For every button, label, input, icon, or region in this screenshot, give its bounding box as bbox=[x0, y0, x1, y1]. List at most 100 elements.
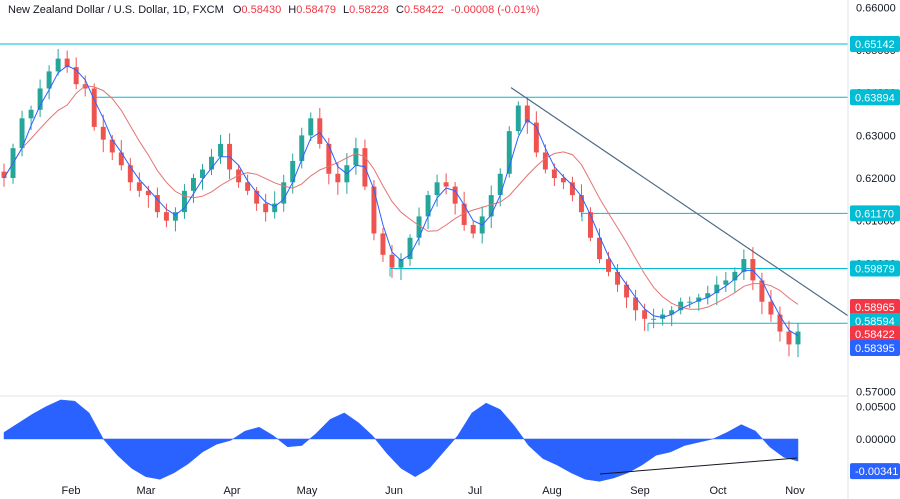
price-tag-slow-ma: 0.58965 bbox=[855, 302, 895, 314]
candle-body bbox=[606, 259, 612, 272]
low-label: L bbox=[343, 4, 349, 16]
candle-body bbox=[587, 212, 593, 238]
descending-trendline bbox=[510, 87, 849, 317]
candle-body bbox=[461, 203, 467, 225]
candle-body bbox=[741, 259, 747, 272]
level-price-tag-bg bbox=[850, 205, 900, 222]
candle-body bbox=[633, 297, 639, 311]
candle-body bbox=[759, 280, 765, 302]
candle-body bbox=[416, 216, 422, 238]
candle-body bbox=[37, 88, 43, 110]
close-value: 0.58422 bbox=[404, 4, 444, 16]
level-price-tag: 0.65142 bbox=[855, 39, 895, 51]
candle-body bbox=[705, 293, 711, 298]
candle-body bbox=[723, 280, 729, 285]
chart-header: New Zealand Dollar / U.S. Dollar, 1D, FX… bbox=[8, 4, 539, 16]
high-value: 0.58479 bbox=[296, 4, 336, 16]
candle-body bbox=[443, 182, 449, 187]
candle-body bbox=[19, 118, 25, 149]
candle-body bbox=[254, 190, 260, 204]
time-axis-tick-label: Oct bbox=[709, 485, 726, 497]
candle-body bbox=[542, 152, 548, 170]
price-tag-close: 0.58422 bbox=[855, 329, 895, 341]
candle-body bbox=[678, 301, 684, 311]
candle-body bbox=[263, 203, 269, 213]
candle-body bbox=[380, 233, 386, 255]
candle-body bbox=[642, 310, 648, 319]
candle-body bbox=[308, 118, 314, 136]
candle-body bbox=[651, 318, 657, 320]
candle-body bbox=[281, 182, 287, 204]
candle-body bbox=[46, 71, 52, 89]
candle-body bbox=[317, 118, 323, 144]
price-tag-fast-ma: 0.58395 bbox=[855, 343, 895, 355]
price-axis-tick-label: 0.66000 bbox=[856, 2, 896, 14]
time-axis-tick-label: Jun bbox=[385, 485, 403, 497]
candle-body bbox=[64, 58, 70, 68]
symbol-title: New Zealand Dollar / U.S. Dollar, 1D, FX… bbox=[8, 4, 224, 16]
price-axis-tick-label: 0.57000 bbox=[856, 386, 896, 398]
time-axis-tick-label: Sep bbox=[630, 485, 650, 497]
price-tag-slow-ma-bg bbox=[850, 299, 900, 315]
level-price-tag-bg bbox=[850, 89, 900, 106]
candle-body bbox=[398, 259, 404, 268]
level-price-tag-bg bbox=[850, 36, 900, 53]
candle-body bbox=[163, 212, 169, 221]
candle-body bbox=[154, 195, 160, 213]
time-axis-tick-label: Aug bbox=[542, 485, 562, 497]
candle-body bbox=[1, 171, 7, 179]
price-axis-tick-label: 0.63000 bbox=[856, 130, 896, 142]
candle-body bbox=[795, 331, 801, 345]
candle-body bbox=[515, 105, 521, 132]
candle-body bbox=[696, 297, 702, 302]
slow-moving-average-line bbox=[3, 85, 799, 310]
time-axis-tick-label: Apr bbox=[223, 485, 240, 497]
candle-body bbox=[777, 314, 783, 332]
candle-body bbox=[669, 310, 675, 315]
candle-body bbox=[290, 160, 296, 183]
price-tag-level-bg bbox=[850, 313, 900, 329]
time-axis-tick-label: Feb bbox=[62, 485, 81, 497]
candle-body bbox=[714, 284, 720, 294]
level-price-tag-bg bbox=[850, 260, 900, 277]
candle-body bbox=[136, 182, 142, 191]
price-tag-close-bg bbox=[850, 326, 900, 342]
oscillator-last-value-tag: -0.00341 bbox=[855, 466, 898, 478]
oscillator-area bbox=[3, 399, 799, 482]
candle-body bbox=[551, 169, 557, 179]
candle-body bbox=[750, 259, 756, 281]
candle-body bbox=[560, 178, 566, 183]
price-pane bbox=[0, 43, 849, 358]
candle-body bbox=[353, 148, 359, 166]
open-value: 0.58430 bbox=[241, 4, 281, 16]
candle-body bbox=[425, 195, 431, 217]
candle-body bbox=[209, 156, 215, 170]
candle-body bbox=[200, 169, 205, 179]
candle-body bbox=[452, 186, 458, 204]
candle-body bbox=[91, 88, 97, 127]
candle-body bbox=[55, 58, 61, 72]
candle-body bbox=[181, 190, 187, 213]
candle-body bbox=[28, 109, 34, 119]
change-value: -0.00008 (-0.01%) bbox=[451, 4, 540, 16]
candle-body bbox=[326, 143, 332, 174]
candle-body bbox=[624, 284, 630, 298]
oscillator-axis-tick-label: 0.00000 bbox=[856, 434, 896, 446]
level-price-tag: 0.61170 bbox=[855, 208, 894, 220]
candle-body bbox=[732, 271, 738, 281]
oscillator-axis-tick-label: 0.00500 bbox=[856, 401, 896, 413]
high-label: H bbox=[288, 4, 296, 16]
candle-body bbox=[597, 237, 602, 260]
candle-body bbox=[786, 331, 792, 345]
candle-body bbox=[389, 254, 395, 268]
candle-body bbox=[506, 131, 512, 174]
candle-body bbox=[407, 237, 413, 260]
divergence-line bbox=[599, 457, 798, 475]
level-price-tag: 0.59879 bbox=[855, 263, 895, 275]
level-price-tag: 0.63894 bbox=[855, 92, 895, 104]
candle-body bbox=[371, 186, 377, 234]
close-label: C bbox=[396, 4, 404, 16]
candle-body bbox=[245, 182, 251, 191]
fast-moving-average-line bbox=[3, 65, 799, 337]
time-axis-tick-label: Jul bbox=[468, 485, 482, 497]
